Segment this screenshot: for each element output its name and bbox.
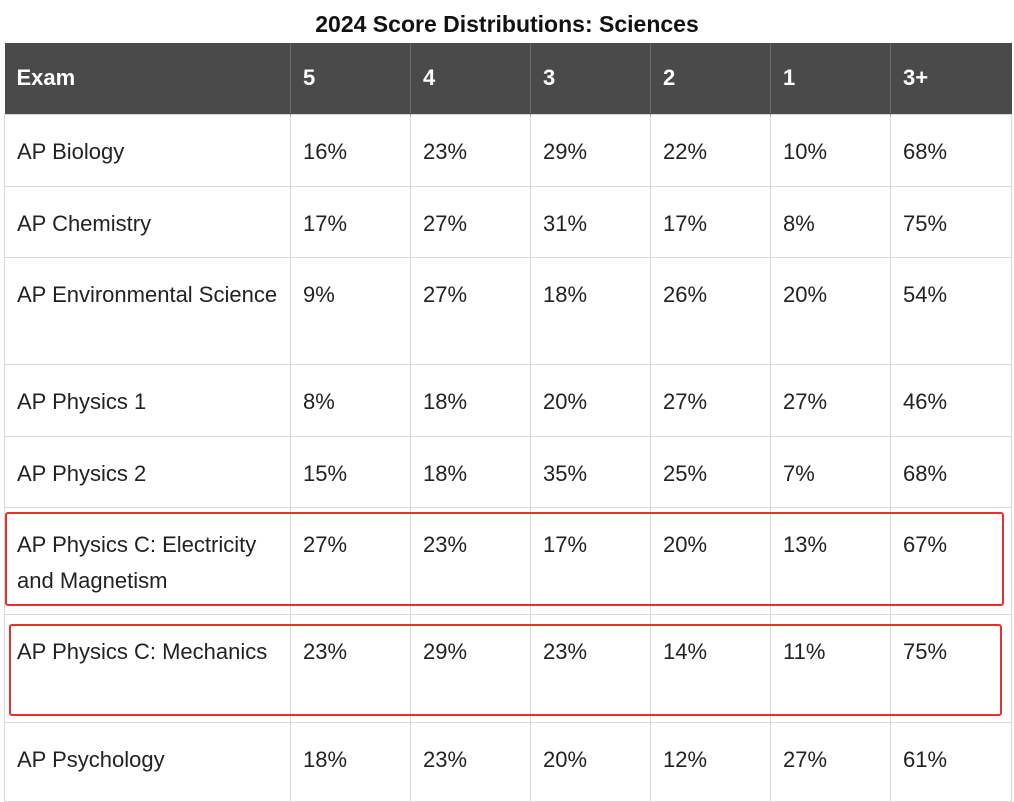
exam-name-cell: AP Physics C: Mechanics [4,613,291,723]
score-4-cell: 23% [410,506,531,615]
exam-name-cell: AP Physics 1 [4,363,291,437]
score-4-cell: 29% [410,613,531,723]
exam-name-cell: AP Physics C: Electricity and Magnetism [4,506,291,615]
score-3-cell: 23% [530,613,651,723]
score-2-cell: 12% [650,721,771,802]
score-3-plus-cell: 67% [890,506,1012,615]
table-row: AP Physics C: Electricity and Magnetism … [4,506,1012,615]
score-2-cell: 26% [650,256,771,365]
score-5-cell: 9% [290,256,411,365]
score-2-cell: 27% [650,363,771,437]
table-row: AP Biology 16% 23% 29% 22% 10% 68% [4,113,1012,187]
score-3-cell: 20% [530,721,651,802]
score-2-cell: 20% [650,506,771,615]
score-3-cell: 20% [530,363,651,437]
table-row: AP Chemistry 17% 27% 31% 17% 8% 75% [4,185,1012,258]
score-4-cell: 23% [410,721,531,802]
score-4-cell: 27% [410,185,531,258]
score-5-cell: 17% [290,185,411,258]
column-header-score-3: 3 [530,43,651,114]
score-1-cell: 8% [770,185,891,258]
score-5-cell: 18% [290,721,411,802]
score-4-cell: 23% [410,113,531,187]
score-distribution-table: Exam 5 4 3 2 1 3+ AP Biology 16% 23% 29%… [4,43,1012,802]
score-1-cell: 10% [770,113,891,187]
score-5-cell: 15% [290,435,411,508]
score-2-cell: 14% [650,613,771,723]
score-3-plus-cell: 61% [890,721,1012,802]
score-3-cell: 18% [530,256,651,365]
column-header-exam: Exam [4,43,291,114]
score-3-cell: 29% [530,113,651,187]
score-1-cell: 7% [770,435,891,508]
table-row: AP Physics 2 15% 18% 35% 25% 7% 68% [4,435,1012,508]
score-1-cell: 27% [770,363,891,437]
score-3-cell: 17% [530,506,651,615]
column-header-score-2: 2 [650,43,771,114]
exam-name-cell: AP Chemistry [4,185,291,258]
score-3-plus-cell: 68% [890,435,1012,508]
score-1-cell: 13% [770,506,891,615]
table-row: AP Environmental Science 9% 27% 18% 26% … [4,256,1012,365]
score-1-cell: 11% [770,613,891,723]
score-2-cell: 25% [650,435,771,508]
column-header-score-5: 5 [290,43,411,114]
header-row: Exam 5 4 3 2 1 3+ [4,43,1012,114]
score-5-cell: 8% [290,363,411,437]
score-4-cell: 27% [410,256,531,365]
column-header-score-1: 1 [770,43,891,114]
score-3-plus-cell: 75% [890,613,1012,723]
score-5-cell: 16% [290,113,411,187]
table-row: AP Psychology 18% 23% 20% 12% 27% 61% [4,721,1012,802]
score-3-plus-cell: 75% [890,185,1012,258]
score-4-cell: 18% [410,435,531,508]
score-2-cell: 22% [650,113,771,187]
exam-name-cell: AP Environmental Science [4,256,291,365]
exam-name-cell: AP Physics 2 [4,435,291,508]
score-5-cell: 27% [290,506,411,615]
table-row: AP Physics 1 8% 18% 20% 27% 27% 46% [4,363,1012,437]
score-4-cell: 18% [410,363,531,437]
score-3-cell: 35% [530,435,651,508]
exam-name-cell: AP Biology [4,113,291,187]
table-row: AP Physics C: Mechanics 23% 29% 23% 14% … [4,613,1012,723]
column-header-score-3-plus: 3+ [890,43,1012,114]
exam-name-cell: AP Psychology [4,721,291,802]
score-2-cell: 17% [650,185,771,258]
score-5-cell: 23% [290,613,411,723]
table-title: 2024 Score Distributions: Sciences [315,11,699,37]
column-header-score-4: 4 [410,43,531,114]
score-3-plus-cell: 68% [890,113,1012,187]
score-3-plus-cell: 54% [890,256,1012,365]
score-1-cell: 20% [770,256,891,365]
score-3-plus-cell: 46% [890,363,1012,437]
score-1-cell: 27% [770,721,891,802]
score-3-cell: 31% [530,185,651,258]
